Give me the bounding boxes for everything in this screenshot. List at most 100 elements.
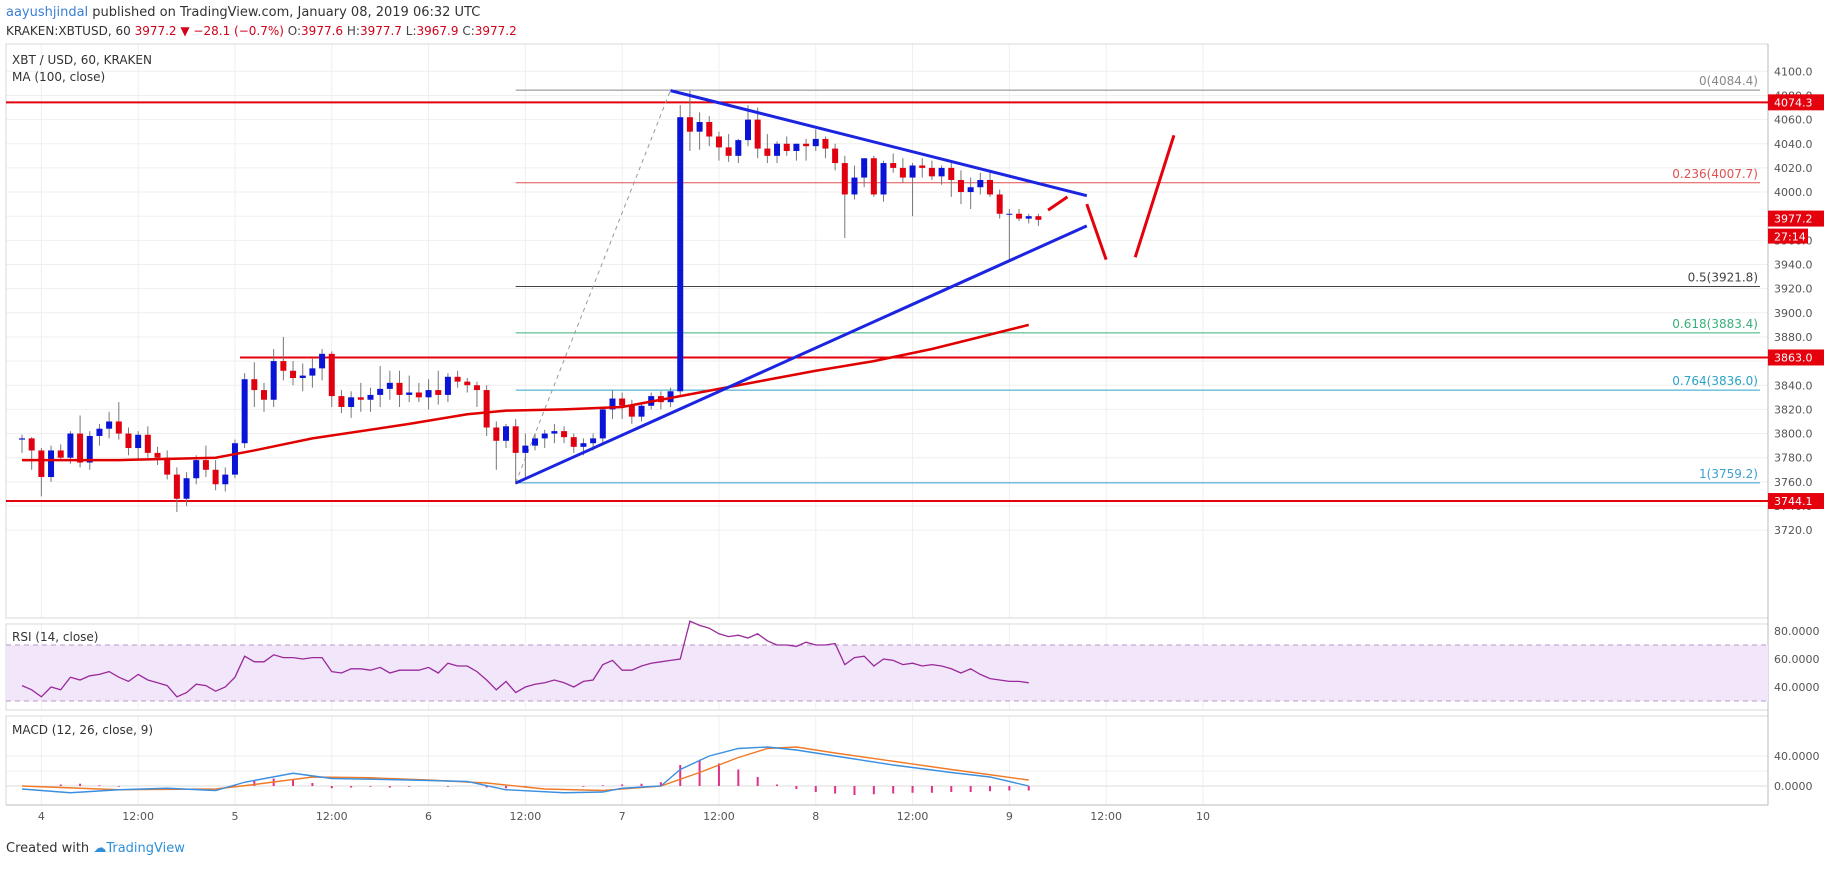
candle xyxy=(928,167,935,177)
level-tag-label: 4074.3 xyxy=(1774,96,1813,109)
candle xyxy=(541,433,548,439)
candle xyxy=(706,122,713,137)
candle xyxy=(580,443,587,447)
candle xyxy=(28,438,35,451)
candle xyxy=(957,179,964,193)
price-pane xyxy=(5,43,1769,619)
candle xyxy=(38,450,45,478)
y-tick-label: 3800.0 xyxy=(1774,428,1813,441)
candle xyxy=(183,478,190,499)
x-tick-label: 6 xyxy=(425,810,432,823)
candle xyxy=(319,353,326,369)
macd-histogram-bar xyxy=(834,786,837,794)
candle xyxy=(357,397,364,400)
header: aayushjindal published on TradingView.co… xyxy=(6,4,517,40)
candle xyxy=(899,167,906,178)
candle xyxy=(870,158,877,195)
candle xyxy=(328,353,335,397)
candle xyxy=(193,460,200,479)
y-tick-label: 4020.0 xyxy=(1774,162,1813,175)
candle xyxy=(832,148,839,164)
candle xyxy=(590,438,597,444)
countdown-tag-label: 27:14 xyxy=(1774,231,1806,244)
macd-histogram-bar xyxy=(350,786,353,788)
countdown-tag xyxy=(1768,228,1808,244)
x-tick-label: 12:00 xyxy=(510,810,542,823)
fibonacci-retracement: 0(4084.4) 0.236(4007.7) 0.5(3921.8) 0.618(3… xyxy=(515,74,1760,484)
macd-tick-label: 40.0000 xyxy=(1774,750,1820,763)
macd-histogram-bar xyxy=(311,783,314,786)
candle xyxy=(503,426,509,441)
candle xyxy=(251,379,258,391)
macd-histogram-bar xyxy=(79,783,82,786)
publish-line: aayushjindal published on TradingView.co… xyxy=(6,4,517,22)
ma-indicator-label[interactable]: MA (100, close) xyxy=(12,70,105,84)
fib-level-label: 0.618(3883.4) xyxy=(1672,317,1758,331)
candle xyxy=(1025,216,1032,219)
macd-histogram-bar xyxy=(601,785,604,786)
candle xyxy=(377,388,384,395)
x-tick-label: 10 xyxy=(1196,810,1210,823)
macd-histogram-bar xyxy=(253,780,256,786)
candle xyxy=(19,438,25,440)
level-tag-label: 3863.0 xyxy=(1774,351,1813,364)
candle xyxy=(86,435,93,463)
y-tick-label: 3780.0 xyxy=(1774,452,1813,465)
macd-histogram-bar xyxy=(989,786,991,792)
candle xyxy=(987,179,993,195)
candle xyxy=(512,426,519,453)
y-tick-label: 3720.0 xyxy=(1774,524,1813,537)
macd-histogram-bar xyxy=(776,784,779,786)
macd-histogram-bar xyxy=(117,786,120,787)
macd-histogram-bar xyxy=(872,786,875,795)
macd-label[interactable]: MACD (12, 26, close, 9) xyxy=(12,723,153,737)
candle xyxy=(996,194,1003,214)
rsi-band xyxy=(6,644,1768,702)
macd-histogram-bar xyxy=(795,786,798,789)
last-price: 3977.2 xyxy=(134,24,177,38)
candle xyxy=(396,382,403,395)
x-tick-label: 12:00 xyxy=(316,810,348,823)
macd-histogram-bar xyxy=(911,786,914,793)
candle xyxy=(803,143,810,147)
macd-histogram-bar xyxy=(330,786,333,789)
open-value: 3977.6 xyxy=(301,24,344,38)
resistance-levels xyxy=(6,101,1768,503)
candle xyxy=(745,119,751,141)
candle xyxy=(715,136,722,148)
level-tag-label: 3744.1 xyxy=(1774,495,1813,508)
candle xyxy=(115,421,122,434)
trendline xyxy=(670,89,1088,198)
candle xyxy=(686,117,693,132)
macd-histogram-bar xyxy=(408,786,411,787)
symbol-line: KRAKEN:XBTUSD, 60 3977.2 ▼ −28.1 (−0.7%)… xyxy=(6,22,517,40)
candle xyxy=(909,165,916,178)
candle xyxy=(822,138,829,149)
candle xyxy=(57,450,64,458)
candle xyxy=(532,438,539,446)
candle xyxy=(628,405,635,417)
candle xyxy=(725,147,732,156)
macd-histogram-bar xyxy=(388,786,391,788)
candle xyxy=(493,427,500,441)
candle xyxy=(851,177,858,195)
published-text: published on TradingView.com, January 08… xyxy=(88,5,481,20)
candles xyxy=(19,90,1042,513)
macd-histogram-bar xyxy=(717,763,720,786)
candle xyxy=(444,376,451,395)
rsi-label[interactable]: RSI (14, close) xyxy=(12,630,98,644)
tradingview-link[interactable]: TradingView xyxy=(106,841,185,856)
candle xyxy=(125,433,132,449)
x-tick-label: 12:00 xyxy=(122,810,154,823)
projection-segment xyxy=(1085,203,1108,261)
macd-indicator xyxy=(6,746,1768,795)
x-tick-label: 9 xyxy=(1006,810,1013,823)
candle xyxy=(435,390,442,395)
candle xyxy=(812,138,819,147)
chart-title: XBT / USD, 60, KRAKEN xyxy=(12,53,152,67)
macd-histogram-bar xyxy=(485,786,488,788)
author-link[interactable]: aayushjindal xyxy=(6,5,89,20)
y-tick-label: 3900.0 xyxy=(1774,307,1813,320)
macd-main-line xyxy=(21,746,1029,794)
